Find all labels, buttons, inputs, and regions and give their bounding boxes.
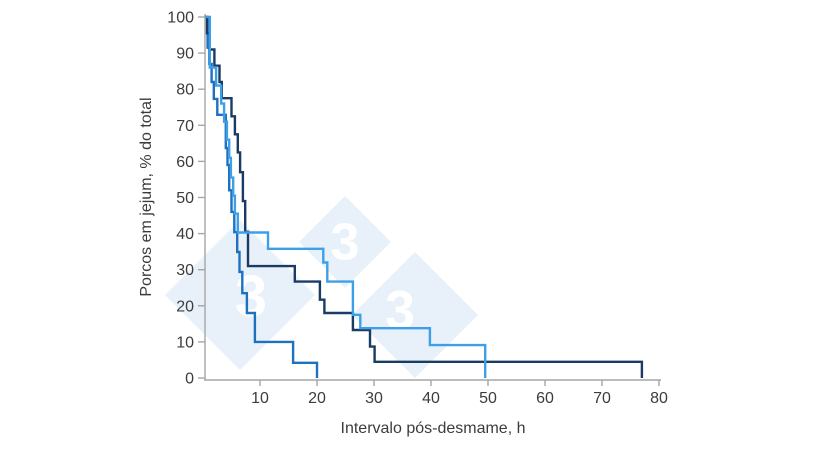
watermark-glyph: 3 [235,264,267,329]
y-tick-label: 50 [176,190,194,207]
axis-label-layer: Intervalo pós-desmame, h Porcos em jejum,… [138,97,525,437]
watermark-diamond [299,196,391,288]
y-tick-label: 60 [176,154,194,171]
watermark-layer: 333 [165,196,478,378]
series-layer [205,15,644,378]
y-tick-label: 0 [185,371,194,388]
watermark-diamond [165,220,315,370]
y-tick-label: 40 [176,226,194,243]
x-tick-label: 10 [251,390,269,407]
curve-light-blue [205,15,487,378]
curve-medium-blue [205,15,319,378]
y-tick-label: 90 [176,46,194,63]
x-tick-label: 50 [479,390,497,407]
watermark-glyph: 3 [385,280,415,340]
x-axis-title: Intervalo pós-desmame, h [341,420,526,437]
y-tick-label: 80 [176,82,194,99]
y-tick-label: 100 [167,10,194,27]
x-tick-label: 80 [650,390,668,407]
y-tick-label: 10 [176,334,194,351]
y-tick-label: 70 [176,118,194,135]
y-axis-title: Porcos em jejum, % do total [138,97,155,296]
watermark-diamond [352,252,478,378]
x-tick-label: 30 [365,390,383,407]
curve-dark-navy [205,15,644,378]
x-tick-label: 70 [593,390,611,407]
x-tick-label: 40 [422,390,440,407]
watermark-glyph: 3 [331,214,360,272]
y-tick-label: 30 [176,262,194,279]
y-tick-label: 20 [176,298,194,315]
x-tick-label: 60 [536,390,554,407]
axis-layer: 0 10 20 30 40 50 60 70 80 90 100 10 20 30 40 50 60 70 80 [167,10,668,408]
x-tick-label: 20 [308,390,326,407]
